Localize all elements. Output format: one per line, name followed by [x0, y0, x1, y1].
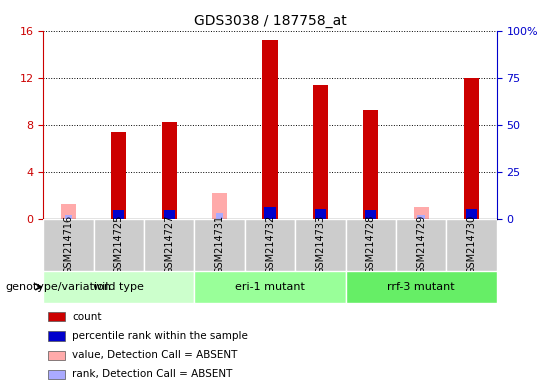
Bar: [48, 351, 65, 360]
Text: rrf-3 mutant: rrf-3 mutant: [387, 282, 455, 292]
Text: GSM214728: GSM214728: [366, 215, 376, 275]
Text: value, Detection Call = ABSENT: value, Detection Call = ABSENT: [72, 350, 238, 360]
Bar: [113, 210, 124, 219]
Bar: [111, 132, 126, 219]
Bar: [161, 122, 177, 219]
Bar: [48, 370, 65, 379]
Text: GSM214732: GSM214732: [265, 215, 275, 275]
Bar: [61, 204, 76, 219]
Text: GSM214725: GSM214725: [114, 215, 124, 275]
Text: GSM214731: GSM214731: [214, 215, 225, 274]
Bar: [212, 193, 227, 219]
Bar: [417, 215, 425, 219]
Bar: [43, 219, 93, 271]
Bar: [315, 209, 326, 219]
Bar: [265, 207, 275, 219]
Text: GSM214729: GSM214729: [416, 215, 426, 275]
Bar: [346, 219, 396, 271]
Text: count: count: [72, 312, 102, 322]
Bar: [216, 213, 224, 219]
Bar: [43, 271, 194, 303]
Text: GSM214727: GSM214727: [164, 215, 174, 275]
Bar: [144, 219, 194, 271]
Bar: [48, 312, 65, 321]
Bar: [194, 219, 245, 271]
Bar: [396, 219, 447, 271]
Bar: [262, 40, 278, 219]
Bar: [164, 210, 175, 219]
Bar: [414, 207, 429, 219]
Text: eri-1 mutant: eri-1 mutant: [235, 282, 305, 292]
Title: GDS3038 / 187758_at: GDS3038 / 187758_at: [194, 14, 346, 28]
Text: GSM214730: GSM214730: [467, 215, 477, 274]
Bar: [466, 210, 477, 219]
Bar: [194, 271, 346, 303]
Bar: [447, 219, 497, 271]
Bar: [313, 85, 328, 219]
Text: genotype/variation: genotype/variation: [5, 282, 111, 292]
Bar: [245, 219, 295, 271]
Bar: [346, 271, 497, 303]
Bar: [363, 109, 379, 219]
Bar: [93, 219, 144, 271]
Bar: [295, 219, 346, 271]
Text: wild type: wild type: [93, 282, 144, 292]
Bar: [65, 215, 72, 219]
Bar: [365, 210, 376, 219]
Text: GSM214733: GSM214733: [315, 215, 326, 274]
Text: rank, Detection Call = ABSENT: rank, Detection Call = ABSENT: [72, 369, 233, 379]
Bar: [48, 331, 65, 341]
Text: GSM214716: GSM214716: [63, 215, 73, 274]
Text: percentile rank within the sample: percentile rank within the sample: [72, 331, 248, 341]
Bar: [464, 78, 479, 219]
